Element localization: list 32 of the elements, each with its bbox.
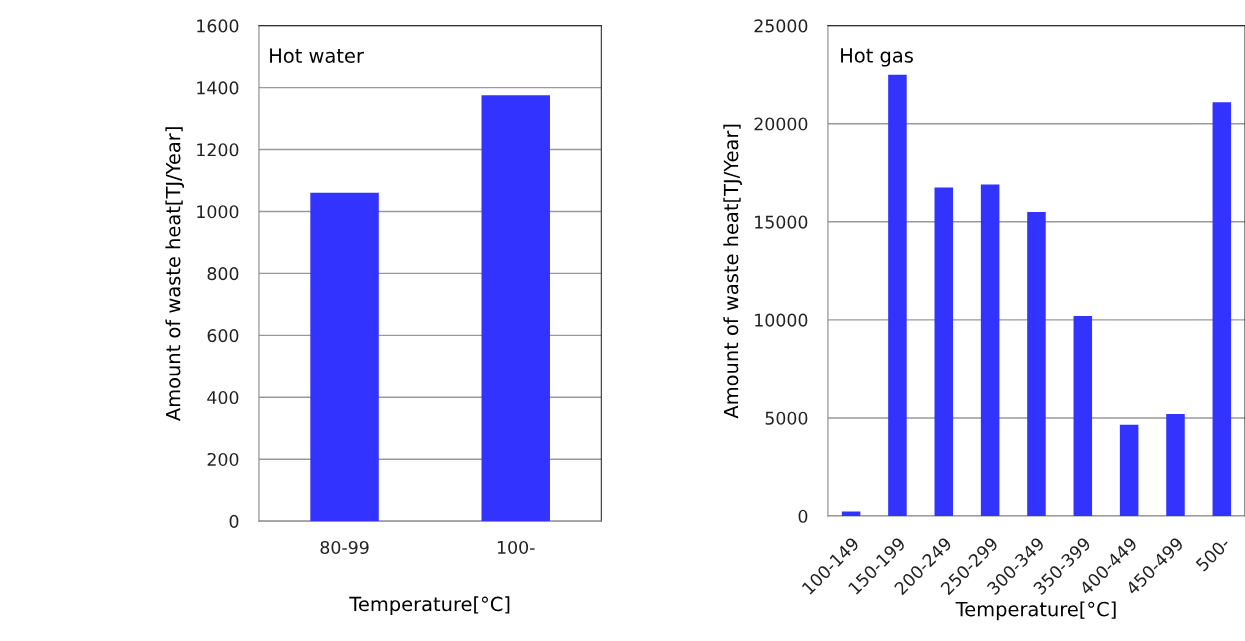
y-tick-label: 20000 [754,117,808,131]
bar [1119,424,1139,517]
y-tick-label: 25000 [754,19,808,33]
x-tick-label: 100- [497,540,535,555]
text: Hot water [270,48,364,63]
y-tick-label: 0 [798,509,808,523]
bar [1027,211,1046,517]
y-tick-label: 10000 [755,313,808,327]
y-tick-label: 400 [207,390,239,405]
y-axis-title: Amount of waste heat[TJ/Year] [165,127,185,422]
bar [1212,102,1232,517]
bar [934,187,954,517]
y-tick-label: 200 [207,452,239,467]
bar [980,184,1000,517]
y-tick-label: 600 [207,329,239,343]
bar [1073,315,1093,517]
y-tick-label: 5000 [765,411,808,425]
y-axis-title: Amount of waste heat[TJ/Year] [723,124,742,419]
y-tick-label: 0 [229,514,239,528]
y-tick-label: 1200 [197,143,239,157]
x-tick-label: 80-99 [320,540,369,555]
y-tick-label: 1000 [197,205,239,219]
bar [1166,414,1185,517]
y-tick-label: 800 [207,267,239,281]
y-tick-label: 1600 [197,19,239,33]
y-tick-label: 15000 [755,215,808,229]
bar [841,511,861,517]
bar [888,74,907,517]
y-tick-label: 1400 [197,81,239,95]
text: Hot gas [841,48,913,67]
x-axis-title: Temperature[°C] [349,596,510,616]
x-axis-title: Temperature[°C] [955,601,1116,621]
